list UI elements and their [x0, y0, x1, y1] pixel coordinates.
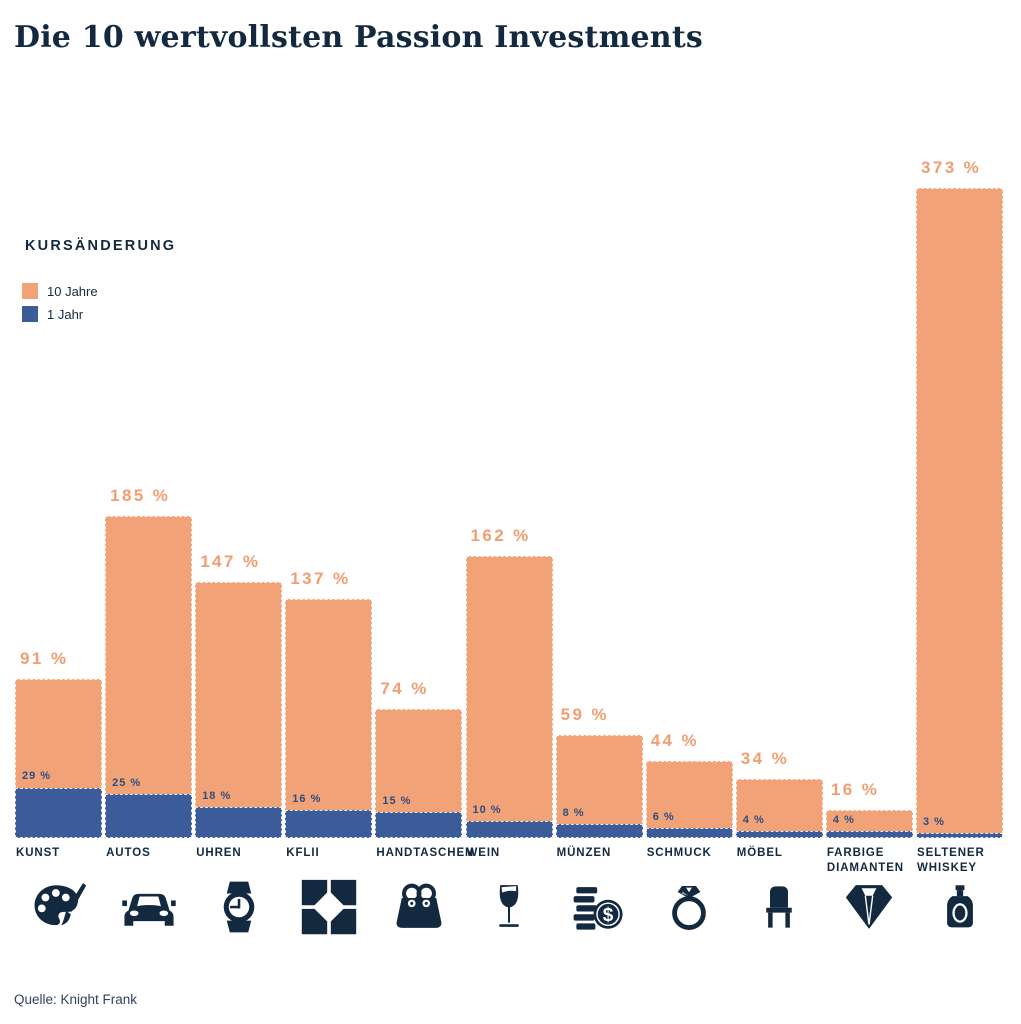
bar-group-farbige-diamanten: 16 % 4 % FARBIGE DIAMANTEN [825, 188, 913, 929]
legend-label-1y: 1 Jahr [47, 306, 84, 322]
category-label: KFLII [286, 847, 320, 859]
kflii-logo-icon [285, 876, 372, 938]
value-label-10-jahre: 147 % [200, 551, 261, 571]
car-icon [105, 876, 192, 938]
bar-10-jahre [195, 581, 283, 838]
bar-group-seltener-whiskey: 373 % 3 % SELTENER WHISKEY [916, 158, 1003, 928]
bar-1-jahr [825, 831, 913, 838]
category-label: UHREN [196, 847, 242, 859]
value-label-1-jahr: 16 % [292, 793, 322, 806]
bar-10-jahre [105, 515, 193, 838]
bar-1-jahr [15, 787, 102, 838]
bar-1-jahr [285, 810, 373, 838]
value-label-1-jahr: 18 % [202, 789, 232, 802]
legend-swatch-1y-icon [22, 306, 38, 322]
bar-group-schmuck: 44 % 6 % SCHMUCK [645, 188, 733, 930]
legend-item-1y: 1 Jahr [22, 306, 98, 322]
wine-glass-icon [466, 876, 553, 938]
handbag-icon [375, 876, 462, 938]
legend-item-10y: 10 Jahre [22, 283, 98, 299]
value-label-1-jahr: 15 % [382, 794, 412, 807]
bar-10-jahre [916, 188, 1003, 838]
category-label: MÜNZEN [556, 847, 612, 859]
bar-10-jahre [465, 555, 553, 838]
value-label-10-jahre: 59 % [560, 705, 609, 725]
value-label-1-jahr: 25 % [112, 777, 142, 790]
value-label-10-jahre: 16 % [830, 780, 880, 800]
bar-group-m-bel: 34 % 4 % MÖBEL [735, 188, 823, 928]
bar-1-jahr [555, 824, 643, 838]
bar-1-jahr [105, 794, 193, 838]
bar-1-jahr [916, 832, 1003, 838]
value-label-10-jahre: 162 % [470, 525, 531, 545]
bar-chart: 91 % 29 % KUNST 185 % 25 % AUTOS 147 % 18 % UHRE… [15, 158, 1015, 935]
bar-1-jahr [735, 831, 823, 838]
bar-1-jahr [465, 820, 553, 838]
category-label: WEIN [466, 847, 501, 859]
page-title: Die 10 wertvollsten Passion Investments [14, 20, 703, 56]
coins-dollar-icon: $ [556, 876, 643, 938]
value-label-1-jahr: 4 % [742, 814, 765, 827]
bar-10-jahre [645, 761, 733, 838]
category-label: SCHMUCK [646, 847, 712, 859]
category-label: SELTENER WHISKEY [917, 847, 985, 874]
value-label-10-jahre: 91 % [20, 649, 69, 669]
value-label-10-jahre: 34 % [740, 748, 790, 768]
bar-10-jahre [555, 735, 643, 838]
value-label-1-jahr: 6 % [652, 810, 675, 823]
whiskey-bottle-icon [916, 876, 1003, 938]
bar-group-handtaschen: 74 % 15 % HANDTASCHEN [375, 188, 473, 928]
bar-group-kunst: 91 % 29 % KUNST [15, 188, 102, 926]
bar-group-m-nzen: 59 % 8 % MÜNZEN $ [555, 188, 643, 930]
legend-swatch-10y-icon [22, 283, 38, 299]
category-label: MÖBEL [736, 847, 783, 859]
legend-heading: KURSÄNDERUNG [25, 238, 177, 254]
category-label: AUTOS [106, 847, 151, 859]
category-label: KUNST [16, 847, 61, 859]
value-label-1-jahr: 3 % [923, 815, 945, 828]
bar-group-uhren: 147 % 18 % UHREN [195, 188, 283, 933]
value-label-1-jahr: 8 % [562, 807, 585, 820]
value-label-10-jahre: 74 % [380, 679, 429, 699]
legend: KURSÄNDERUNG 10 Jahre 1 Jahr [22, 238, 177, 322]
legend-items: 10 Jahre 1 Jahr [22, 283, 98, 322]
bar-1-jahr [375, 811, 463, 838]
bar-1-jahr [195, 806, 283, 838]
bar-group-autos: 185 % 25 % AUTOS [105, 188, 193, 926]
bar-group-wein: 162 % 10 % WEIN [465, 188, 553, 927]
bar-10-jahre [735, 778, 823, 838]
bar-group-kflii: 137 % 16 % KFLII [285, 188, 373, 935]
value-label-1-jahr: 29 % [22, 770, 52, 783]
category-label: HANDTASCHEN [376, 847, 475, 859]
diamond-icon [826, 876, 913, 938]
watch-icon [195, 876, 282, 938]
value-label-10-jahre: 137 % [290, 569, 351, 589]
ring-icon [646, 876, 733, 938]
legend-label-10y: 10 Jahre [47, 283, 98, 299]
value-label-10-jahre: 44 % [650, 731, 700, 751]
svg-text:$: $ [603, 905, 614, 926]
source-credit: Quelle: Knight Frank [14, 992, 138, 1007]
bar-1-jahr [645, 827, 733, 838]
value-label-1-jahr: 4 % [832, 814, 855, 827]
value-label-1-jahr: 10 % [472, 803, 502, 816]
category-label: FARBIGE DIAMANTEN [826, 847, 904, 874]
palette-icon [15, 876, 102, 938]
value-label-10-jahre: 185 % [110, 485, 171, 505]
value-label-10-jahre: 373 % [921, 158, 982, 177]
chair-icon [736, 876, 823, 938]
